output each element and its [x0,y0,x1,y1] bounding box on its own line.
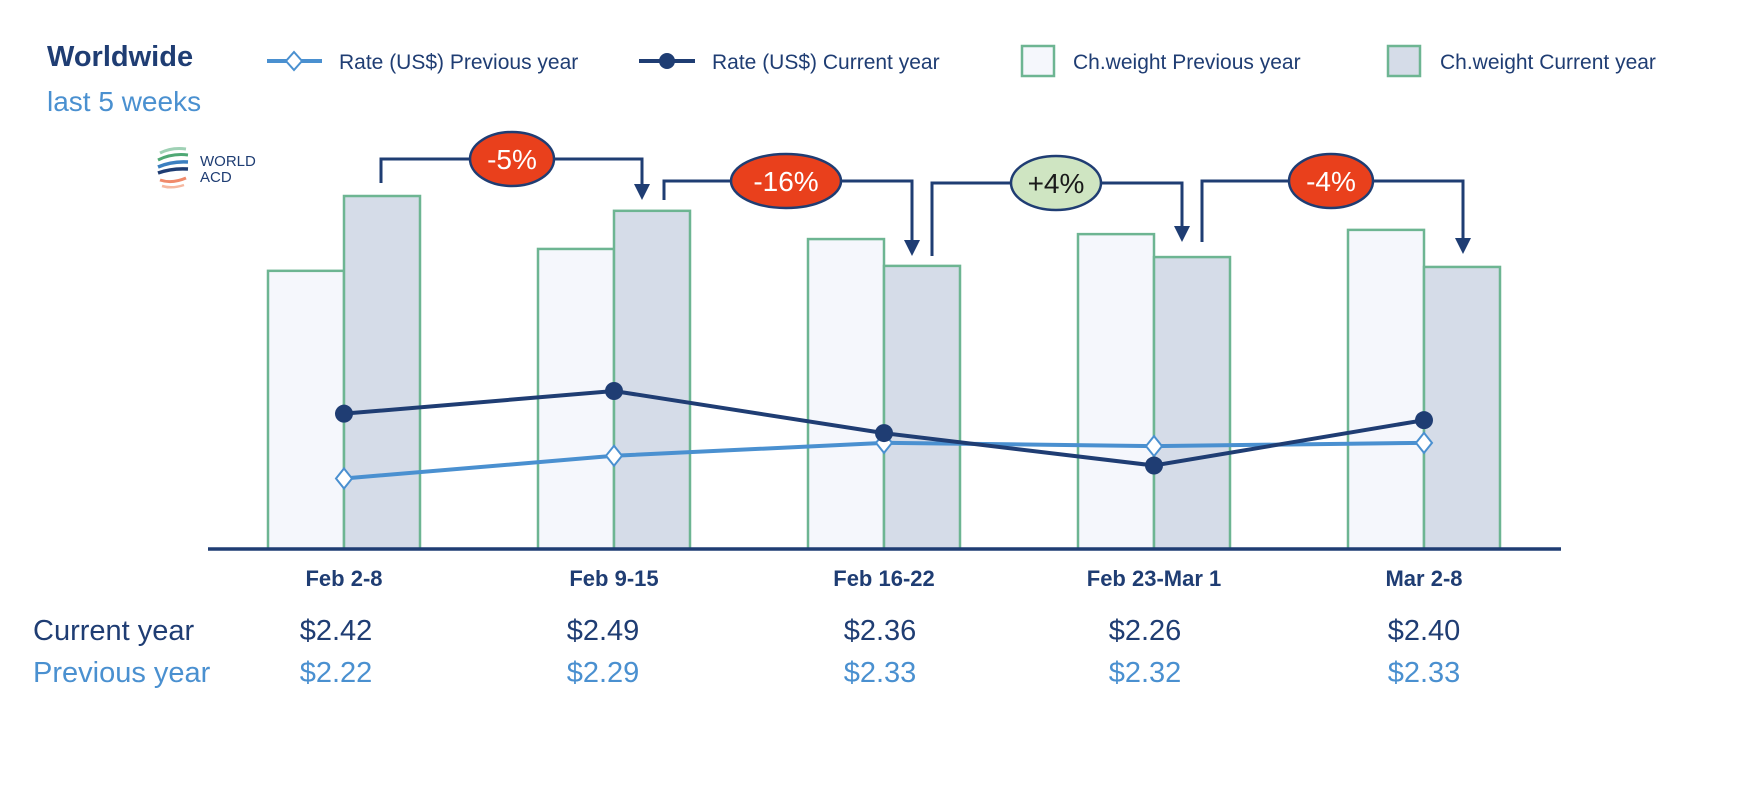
point-rate-previous [334,466,354,491]
bar-weight-current [612,209,692,551]
arrow-down-icon [904,240,920,256]
rate-current-value: $2.26 [1109,615,1182,647]
change-badge [1009,154,1103,212]
point-rate-current [1145,456,1163,475]
change-label: -4% [1306,166,1356,197]
diamond-icon [284,50,304,72]
legend-label: Rate (US$) Previous year [339,51,578,74]
x-tick-labels: Feb 2-8 Feb 9-15 Feb 16-22 Feb 23-Mar 1 Mar … [305,566,1462,591]
bar-weight-previous [266,269,346,551]
legend-item-weight-previous: Ch.weight Previous year [1020,44,1301,78]
arrow-down-icon [1455,238,1471,254]
rate-previous-value: $2.22 [300,657,373,689]
legend: Rate (US$) Previous year Rate (US$) Curr… [267,44,1656,78]
box-icon [1020,44,1056,78]
circle-icon [659,53,675,69]
rate-current-value: $2.40 [1388,615,1461,647]
x-tick-label: Feb 16-22 [833,566,935,591]
chart-subtitle: last 5 weeks [47,86,201,117]
legend-label: Ch.weight Current year [1440,51,1656,74]
change-label: -5% [487,144,537,175]
rate-previous-value: $2.32 [1109,657,1182,689]
box-icon [1386,44,1422,78]
change-badge [729,152,843,210]
rate-table: $2.42 $2.49 $2.36 $2.26 $2.40 $2.22 $2.29 $2.33… [300,615,1461,689]
bar-weight-current [1422,265,1502,551]
legend-item-weight-current: Ch.weight Current year [1386,44,1656,78]
change-badge [468,130,556,188]
arrow-down-icon [634,184,650,200]
svg-text:WORLD: WORLD [200,153,256,170]
change-annotation: -4% [1200,152,1471,254]
legend-label: Rate (US$) Current year [712,51,940,74]
x-tick-label: Feb 23-Mar 1 [1087,566,1222,591]
row-label-current: Current year [33,615,195,647]
world-acd-logo: WORLD ACD [157,147,256,189]
change-annotation: -5% [379,130,650,200]
point-rate-current [605,382,623,400]
point-rate-previous [604,444,624,468]
legend-label: Ch.weight Previous year [1073,51,1301,74]
rate-current-value: $2.36 [844,615,917,647]
svg-text:ACD: ACD [200,169,232,186]
point-rate-current [875,424,893,443]
rate-previous-value: $2.33 [844,657,917,689]
legend-item-rate-previous: Rate (US$) Previous year [267,50,578,74]
change-annotation: +4% [930,154,1190,256]
bars-layer [266,194,1502,551]
rate-current-value: $2.42 [300,615,373,647]
bar-weight-previous [806,237,886,551]
lines-layer [334,382,1434,491]
change-label: +4% [1028,168,1085,199]
bar-weight-current [1152,255,1232,551]
x-tick-label: Feb 9-15 [569,566,658,591]
change-annotation: -16% [662,152,920,256]
change-label: -16% [753,166,818,197]
bar-weight-previous [536,247,616,551]
x-tick-label: Feb 2-8 [305,566,382,591]
legend-item-rate-current: Rate (US$) Current year [639,51,940,74]
point-rate-current [1415,411,1433,430]
change-badge [1287,152,1375,210]
point-rate-current [335,404,353,423]
rate-previous-value: $2.33 [1388,657,1461,689]
change-annotations: -5% -16% +4% -4% [379,130,1471,256]
arrow-down-icon [1174,226,1190,242]
point-rate-previous [1144,434,1164,458]
x-tick-label: Mar 2-8 [1385,566,1462,591]
bar-weight-current [342,194,422,551]
bar-weight-previous [1346,228,1426,551]
bar-weight-previous [1076,232,1156,551]
row-label-previous: Previous year [33,657,211,689]
chart-title: Worldwide [47,41,193,73]
point-rate-previous [1414,431,1434,455]
rate-previous-value: $2.29 [567,657,640,689]
rate-current-value: $2.49 [567,615,640,647]
bar-weight-current [882,264,962,551]
